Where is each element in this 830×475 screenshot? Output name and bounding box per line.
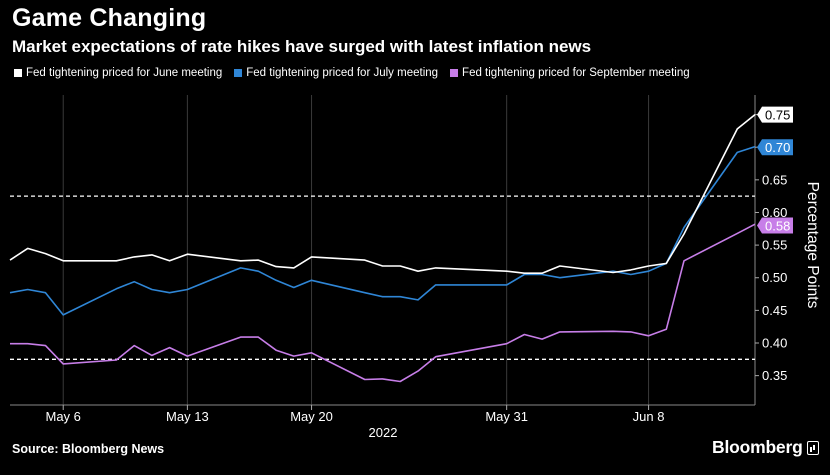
x-tick-label-2: May 20 [290,409,333,424]
y-tick-label-2: 0.45 [762,303,787,318]
y-axis-title: Percentage Points [804,182,821,309]
end-label-box-june [757,106,793,123]
source-note: Source: Bloomberg News [12,442,165,456]
x-tick-label-0: May 6 [46,409,81,424]
legend-swatch-july [234,69,243,77]
end-label-september: 0.58 [765,219,790,234]
y-tick-label-4: 0.55 [762,238,787,253]
legend-item-july: Fed tightening priced for July meeting [234,67,438,79]
y-tick-label-5: 0.60 [762,205,787,220]
legend-label-june: Fed tightening priced for June meeting [26,67,223,79]
y-tick-label-3: 0.50 [762,270,787,285]
x-axis-title: 2022 [369,425,398,440]
y-tick-label-0: 0.35 [762,368,787,383]
y-tick-label-1: 0.40 [762,336,787,351]
legend-item-september: Fed tightening priced for September meet… [450,67,690,79]
end-label-box-july [757,139,793,156]
legend-swatch-june [14,69,22,77]
y-tick-label-6: 0.65 [762,172,787,187]
logo-text: Bloomberg [712,437,803,457]
end-label-box-september [757,217,793,234]
terminal-icon [806,440,819,455]
legend-swatch-september [450,69,459,77]
chart-subtitle: Market expectations of rate hikes have s… [12,37,592,56]
legend: Fed tightening priced for June meeting F… [14,67,690,79]
end-label-june: 0.75 [765,108,790,123]
x-tick-label-4: Jun 8 [633,409,665,424]
x-tick-label-1: May 13 [166,409,209,424]
legend-label-september: Fed tightening priced for September meet… [462,67,690,79]
series-line-june [9,113,756,275]
bloomberg-logo: Bloomberg [712,437,819,458]
series-line-september [10,223,756,383]
legend-label-july: Fed tightening priced for July meeting [246,67,439,79]
series-line-july [9,145,756,316]
x-tick-label-3: May 31 [485,409,528,424]
chart-title: Game Changing [12,4,207,32]
legend-item-june: Fed tightening priced for June meeting [14,67,222,79]
end-label-july: 0.70 [765,140,790,155]
